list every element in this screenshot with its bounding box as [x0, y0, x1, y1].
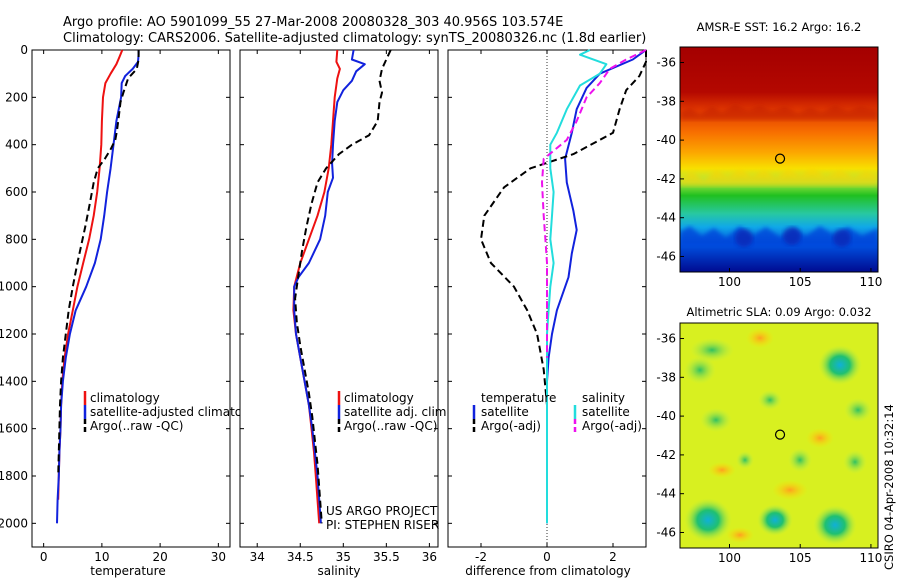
map-y-tick-label: -40: [656, 133, 676, 147]
map-y-tick-label: -46: [656, 525, 676, 539]
y-tick-label: 0: [20, 43, 28, 57]
y-tick-label: 1000: [0, 280, 28, 294]
series-line-salinity-argo-adj: [541, 49, 647, 358]
map-y-tick-label: -42: [656, 448, 676, 462]
legend-label-climatology: climatology: [344, 391, 414, 405]
legend-label-sal-argo: Argo(-adj): [582, 419, 642, 433]
x-tick-label: 36: [422, 550, 437, 564]
argo-position-marker: [774, 153, 786, 164]
argo-position-marker: [774, 429, 786, 440]
figure-title-line2: Climatology: CARS2006. Satellite-adjuste…: [63, 31, 646, 46]
x-tick-label: 20: [152, 550, 167, 564]
map-y-tick-label: -40: [656, 409, 676, 423]
salinity-legend: climatology satellite adj. clim. Argo(..…: [337, 391, 450, 433]
difference-profile-panel: -2 0 2 difference from climatology tempera…: [447, 49, 647, 578]
salinity-xlabel: salinity: [317, 564, 360, 578]
legend-label-sal-satellite: satellite: [582, 405, 630, 419]
x-tick-label: 0: [40, 550, 48, 564]
series-line-argo-raw-qc: [294, 49, 392, 524]
map-y-tick-label: -46: [656, 249, 676, 263]
temperature-profile-panel: 0 10 20 30 0 200 400 600 800 1000 1200 1400 1600 1800…: [0, 43, 268, 578]
sst-heatmap: [680, 47, 878, 272]
series-line-satellite-adj-clim: [293, 49, 366, 524]
sst-map-frame: [679, 46, 879, 273]
x-tick-label: 10: [94, 550, 109, 564]
x-tick-label: 2: [609, 550, 617, 564]
x-tick-label: 35: [336, 550, 351, 564]
sst-map-title: AMSR-E SST: 16.2 Argo: 16.2: [697, 20, 862, 34]
legend-label-climatology: climatology: [90, 391, 160, 405]
y-tick-label: 400: [5, 138, 28, 152]
series-line-temperature-argo-adj: [480, 50, 647, 476]
difference-legend: temperature satellite Argo(-adj) salinit…: [472, 391, 642, 433]
legend-label-temp-argo: Argo(-adj): [481, 419, 541, 433]
sla-map-frame: [679, 322, 879, 549]
y-tick-label: 600: [5, 185, 28, 199]
temperature-legend: climatology satellite-adjusted climatolo…: [83, 391, 268, 433]
sla-map-title: Altimetric SLA: 0.09 Argo: 0.032: [686, 305, 871, 319]
project-annotation-line2: PI: STEPHEN RISER: [326, 518, 439, 532]
sla-heatmap: [680, 323, 878, 548]
series-line-salinity-satellite: [546, 49, 608, 524]
legend-label-temp-satellite: satellite: [481, 405, 529, 419]
x-tick-label: -2: [475, 550, 487, 564]
x-tick-label: 35.5: [373, 550, 400, 564]
x-tick-label: 34: [250, 550, 265, 564]
map-y-tick-label: -42: [656, 172, 676, 186]
y-tick-label: 2000: [0, 516, 28, 530]
y-tick-label: 1200: [0, 327, 28, 341]
map-y-tick-label: -44: [656, 487, 676, 501]
salinity-profile-panel: 34 34.5 35 35.5 36 salinity climatology sate…: [239, 49, 450, 578]
temperature-xlabel: temperature: [90, 564, 165, 578]
temperature-axes-box: [31, 49, 231, 548]
map-x-tick-label: 110: [859, 551, 882, 565]
series-line-temperature-satellite: [546, 49, 647, 524]
legend-label-satellite-adj: satellite adj. clim.: [344, 405, 450, 419]
x-tick-label: 0: [543, 550, 551, 564]
map-x-tick-label: 105: [789, 275, 812, 289]
legend-label-argo: Argo(..raw -QC): [344, 419, 437, 433]
legend-heading-temperature: temperature: [481, 391, 556, 405]
legend-heading-salinity: salinity: [582, 391, 625, 405]
salinity-axes-box: [239, 49, 439, 548]
map-y-tick-label: -36: [656, 56, 676, 70]
y-tick-label: 1600: [0, 422, 28, 436]
map-y-tick-label: -36: [656, 332, 676, 346]
map-x-tick-label: 100: [718, 551, 741, 565]
map-y-tick-label: -38: [656, 94, 676, 108]
sla-map-panel: Altimetric SLA: 0.09 Argo: 0.032 100 105 1…: [656, 305, 882, 565]
sst-map-panel: AMSR-E SST: 16.2 Argo: 16.2 100 105 110 -36…: [656, 20, 882, 289]
timestamp-label: CSIRO 04-Apr-2008 10:32:14: [882, 404, 896, 570]
map-x-tick-label: 105: [789, 551, 812, 565]
project-annotation-line1: US ARGO PROJECT: [326, 504, 438, 518]
x-tick-label: 30: [211, 550, 226, 564]
series-line-argo-raw-qc: [57, 50, 140, 477]
map-y-tick-label: -38: [656, 370, 676, 384]
difference-xlabel: difference from climatology: [465, 564, 631, 578]
legend-label-satellite-adjusted: satellite-adjusted climatology: [90, 405, 268, 419]
legend-label-argo: Argo(..raw -QC): [90, 419, 183, 433]
y-tick-label: 1800: [0, 469, 28, 483]
y-tick-label: 800: [5, 232, 28, 246]
map-x-tick-label: 110: [859, 275, 882, 289]
y-tick-label: 200: [5, 90, 28, 104]
x-tick-label: 34.5: [287, 550, 314, 564]
figure-title-line1: Argo profile: AO 5901099_55 27-Mar-2008 …: [63, 15, 563, 30]
map-y-tick-label: -44: [656, 211, 676, 225]
y-tick-label: 1400: [0, 374, 28, 388]
series-line-satellite-adjusted-climatology: [56, 50, 140, 524]
map-x-tick-label: 100: [718, 275, 741, 289]
